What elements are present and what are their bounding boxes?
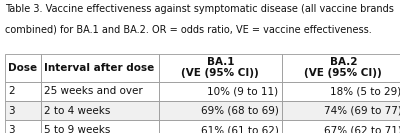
Text: 2: 2 [8, 86, 15, 96]
Text: BA.2
(VE (95% CI)): BA.2 (VE (95% CI)) [304, 57, 382, 78]
Bar [159, 120, 282, 133]
Bar [41, 120, 159, 133]
Text: 61% (61 to 62): 61% (61 to 62) [201, 125, 278, 133]
Text: Interval after dose: Interval after dose [44, 63, 154, 73]
Bar [159, 101, 282, 120]
Text: Dose: Dose [8, 63, 37, 73]
Bar [5, 82, 41, 101]
Bar [282, 120, 400, 133]
Bar [41, 54, 159, 82]
Text: 67% (62 to 71): 67% (62 to 71) [324, 125, 400, 133]
Text: 3: 3 [8, 125, 15, 133]
Bar [41, 101, 159, 120]
Bar [5, 54, 41, 82]
Bar [282, 54, 400, 82]
Text: 69% (68 to 69): 69% (68 to 69) [201, 106, 278, 116]
Text: combined) for BA.1 and BA.2. OR = odds ratio, VE = vaccine effectiveness.: combined) for BA.1 and BA.2. OR = odds r… [5, 25, 372, 35]
Text: 18% (5 to 29): 18% (5 to 29) [330, 86, 400, 96]
Bar [159, 82, 282, 101]
Text: 25 weeks and over: 25 weeks and over [44, 86, 143, 96]
Text: 2 to 4 weeks: 2 to 4 weeks [44, 106, 110, 116]
Bar [41, 82, 159, 101]
Text: BA.1
(VE (95% CI)): BA.1 (VE (95% CI)) [182, 57, 259, 78]
Bar [5, 120, 41, 133]
Text: 10% (9 to 11): 10% (9 to 11) [208, 86, 278, 96]
Bar [159, 54, 282, 82]
Text: 74% (69 to 77): 74% (69 to 77) [324, 106, 400, 116]
Text: 3: 3 [8, 106, 15, 116]
Bar [5, 101, 41, 120]
Text: Table 3. Vaccine effectiveness against symptomatic disease (all vaccine brands: Table 3. Vaccine effectiveness against s… [5, 4, 394, 14]
Text: 5 to 9 weeks: 5 to 9 weeks [44, 125, 110, 133]
Bar [282, 82, 400, 101]
Bar [282, 101, 400, 120]
